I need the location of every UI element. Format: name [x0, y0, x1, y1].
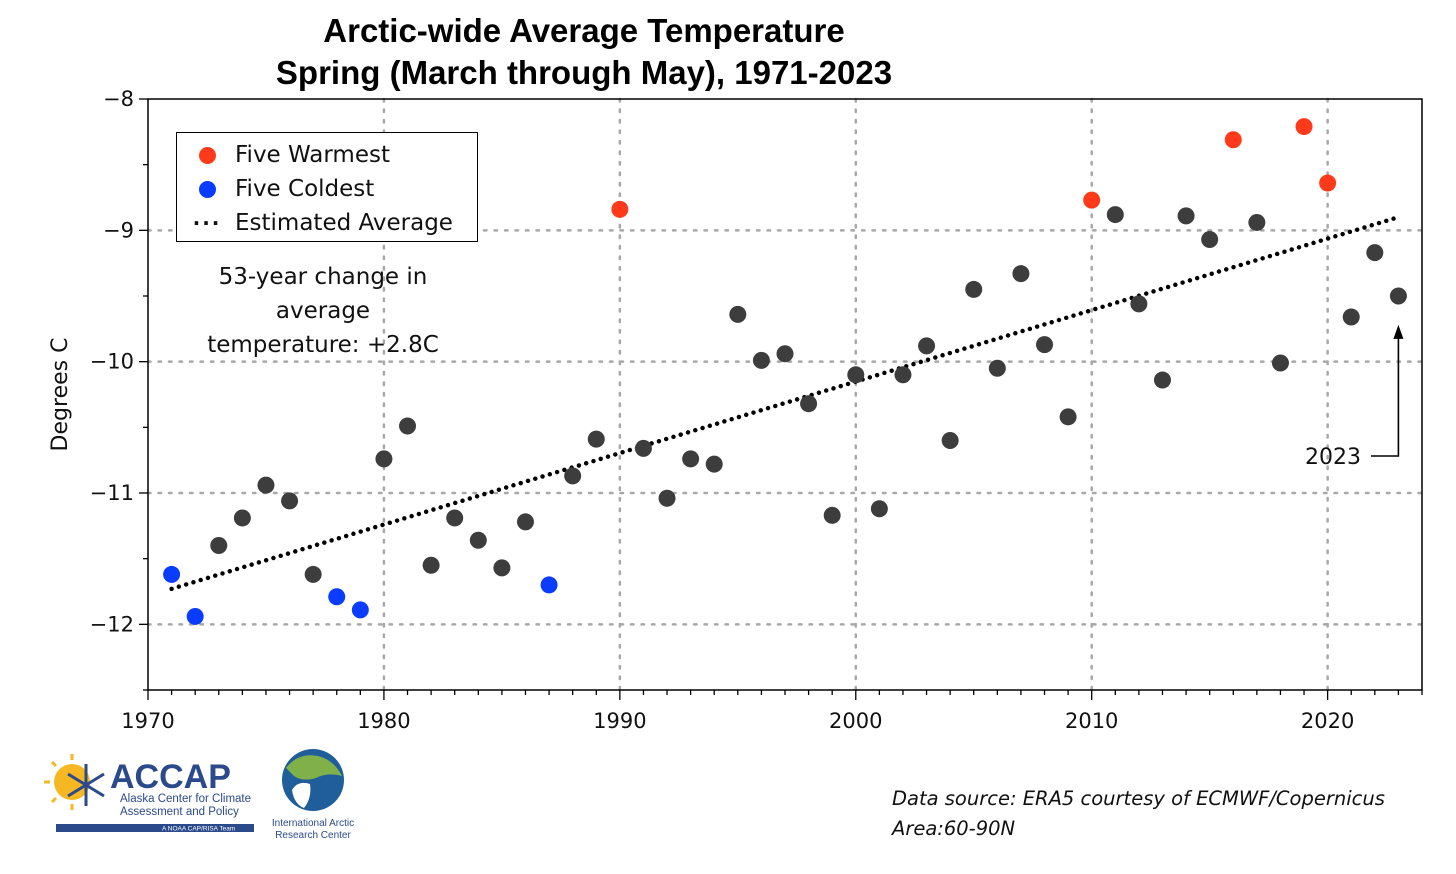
data-point [800, 395, 818, 413]
data-point [894, 366, 912, 384]
data-point [281, 492, 299, 510]
warm-point [1295, 118, 1313, 136]
x-tick-label: 2010 [1065, 709, 1118, 733]
data-point [870, 500, 888, 518]
data-point [1366, 244, 1384, 262]
legend-marker-average: ··· [192, 211, 222, 235]
globe-icon [282, 749, 344, 811]
data-point [847, 366, 865, 384]
legend-label-coldest: Five Coldest [235, 176, 375, 202]
x-tick-label: 1990 [593, 709, 646, 733]
data-point [1177, 207, 1195, 225]
data-point [257, 476, 275, 494]
warm-point [1319, 174, 1337, 192]
data-source-line: Data source: ERA5 courtesy of ECMWF/Cope… [892, 787, 1385, 810]
y-tick-label: −10 [90, 350, 134, 374]
data-point [375, 450, 393, 468]
data-point [1342, 308, 1360, 326]
data-point [1036, 336, 1054, 354]
data-point [399, 417, 417, 435]
cold-point [540, 576, 558, 594]
x-tick-label: 1970 [121, 709, 174, 733]
data-point [941, 431, 959, 449]
arrow-head [1393, 324, 1404, 339]
data-point [705, 455, 723, 473]
change-annotation: 53-year change in average temperature: +… [168, 260, 478, 362]
data-point [965, 280, 983, 298]
data-point [634, 439, 652, 457]
data-point [1153, 371, 1171, 389]
legend: Five Warmest Five Coldest ··· Estimated … [176, 132, 478, 242]
data-point [422, 556, 440, 574]
y-tick-label: −9 [103, 218, 134, 242]
data-point [682, 450, 700, 468]
arrow-line [1371, 336, 1400, 457]
change-annotation-line1: 53-year change in average [218, 264, 428, 324]
sun-icon [44, 754, 90, 810]
legend-marker-warmest [198, 146, 216, 164]
cold-point [163, 565, 181, 583]
data-point [516, 513, 534, 531]
data-point [493, 559, 511, 577]
chart-title: Arctic-wide Average Temperature [323, 12, 845, 49]
data-point [210, 537, 228, 555]
trend-line [169, 214, 1401, 592]
data-point [729, 305, 747, 323]
data-point [776, 345, 794, 363]
legend-label-warmest: Five Warmest [235, 142, 390, 168]
iarc-line1: International Arctic [272, 818, 354, 829]
legend-label-average: Estimated Average [235, 210, 453, 236]
data-point [1130, 295, 1148, 313]
snowflake-icon [67, 764, 105, 806]
data-point [1106, 206, 1124, 224]
data-point [823, 506, 841, 524]
data-point [658, 489, 676, 507]
y-axis-label: Degrees C [48, 338, 73, 452]
area-line: Area:60-90N [892, 817, 1016, 840]
accap-line1: Alaska Center for Climate [120, 793, 251, 805]
cold-point [186, 607, 204, 625]
chart-subtitle: Spring (March through May), 1971-2023 [275, 54, 893, 91]
legend-item-coldest: Five Coldest [195, 173, 374, 205]
x-tick-label: 2000 [829, 709, 882, 733]
warm-point [611, 200, 629, 218]
data-point [233, 509, 251, 527]
data-point [469, 531, 487, 549]
data-point [304, 565, 322, 583]
accap-line2: Assessment and Policy [120, 806, 239, 818]
x-tick-label: 2020 [1301, 709, 1354, 733]
arrow-label: 2023 [1305, 445, 1361, 470]
data-point [918, 337, 936, 355]
data-point [1201, 231, 1219, 249]
data-point [1012, 265, 1030, 283]
accap-tag: A NOAA CAP/RISA Team [162, 826, 235, 833]
accap-name: ACCAP [110, 758, 231, 796]
data-point [988, 359, 1006, 377]
y-tick-label: −12 [90, 612, 134, 636]
legend-item-warmest: Five Warmest [195, 139, 390, 171]
cold-point [328, 588, 346, 606]
legend-item-average: ··· Estimated Average [192, 207, 453, 239]
cold-point [351, 601, 369, 619]
legend-marker-coldest [198, 180, 216, 198]
iarc-line2: Research Center [275, 830, 351, 841]
iarc-logo: International Arctic Research Center [272, 749, 354, 841]
data-point [1059, 408, 1077, 426]
data-point [1248, 213, 1266, 231]
data-point [564, 467, 582, 485]
data-point [1271, 354, 1289, 372]
accap-logo: ACCAP Alaska Center for Climate Assessme… [44, 754, 254, 833]
y-tick-label: −8 [103, 87, 134, 111]
data-source-note: Data source: ERA5 courtesy of ECMWF/Cope… [892, 784, 1385, 844]
data-point [587, 430, 605, 448]
change-annotation-line2: temperature: +2.8C [207, 332, 439, 358]
y-tick-label: −11 [90, 481, 134, 505]
warm-point [1083, 191, 1101, 209]
data-point [752, 351, 770, 369]
warm-point [1224, 131, 1242, 149]
data-point [1389, 287, 1407, 305]
x-tick-label: 1980 [357, 709, 410, 733]
data-point [446, 509, 464, 527]
